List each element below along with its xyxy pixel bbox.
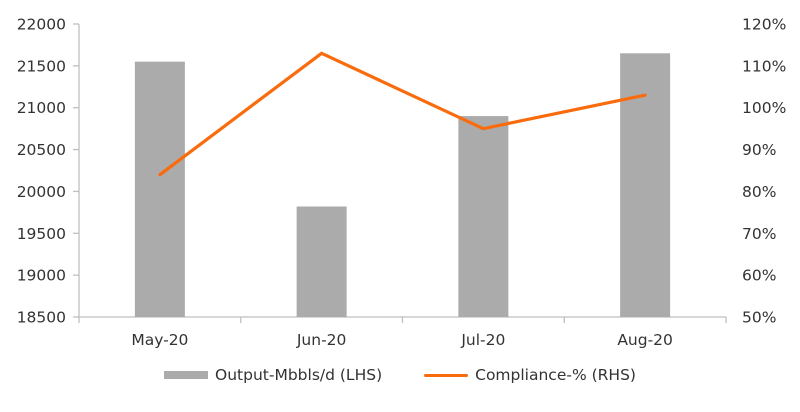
legend-item-output: Output-Mbbls/d (LHS) xyxy=(164,366,382,384)
y2-axis-label: 70% xyxy=(742,225,776,243)
legend-bar-swatch-icon xyxy=(164,371,209,379)
y2-axis-label: 90% xyxy=(742,141,776,159)
y-axis-label: 18500 xyxy=(17,309,66,327)
x-axis-label: Aug-20 xyxy=(617,331,673,349)
y-axis-label: 21500 xyxy=(17,57,66,75)
compliance-line xyxy=(158,51,647,177)
legend-label-compliance: Compliance-% (RHS) xyxy=(475,366,636,384)
bar-jul-20 xyxy=(458,116,509,317)
y2-axis-label: 60% xyxy=(742,267,776,285)
x-axis-label: Jul-20 xyxy=(460,331,505,349)
y-axis-label: 20000 xyxy=(17,183,66,201)
y2-axis-label: 80% xyxy=(742,183,776,201)
y2-axis-label: 120% xyxy=(742,16,786,34)
bar-may-20 xyxy=(134,61,185,317)
y-axis-label: 20500 xyxy=(17,141,66,159)
legend-line-swatch-icon xyxy=(424,373,469,377)
x-axis-label: May-20 xyxy=(131,331,188,349)
y-axis-label: 21000 xyxy=(17,99,66,117)
chart-legend: Output-Mbbls/d (LHS) Compliance-% (RHS) xyxy=(0,366,800,384)
legend-item-compliance: Compliance-% (RHS) xyxy=(424,366,636,384)
x-axis-label: Jun-20 xyxy=(296,331,347,349)
y-axis-label: 19000 xyxy=(17,267,66,285)
y2-axis-label: 100% xyxy=(742,99,786,117)
bar-aug-20 xyxy=(620,53,671,318)
y-axis-label: 22000 xyxy=(17,16,66,34)
y2-axis-label: 50% xyxy=(742,309,776,327)
y2-axis-label: 110% xyxy=(742,57,786,75)
combo-chart: 22000 120% 21500 110% 21000 100% 20500 90% 20000… xyxy=(17,16,787,350)
legend-label-output: Output-Mbbls/d (LHS) xyxy=(215,366,383,384)
y-axis-label: 19500 xyxy=(17,225,66,243)
bar-jun-20 xyxy=(296,206,347,317)
